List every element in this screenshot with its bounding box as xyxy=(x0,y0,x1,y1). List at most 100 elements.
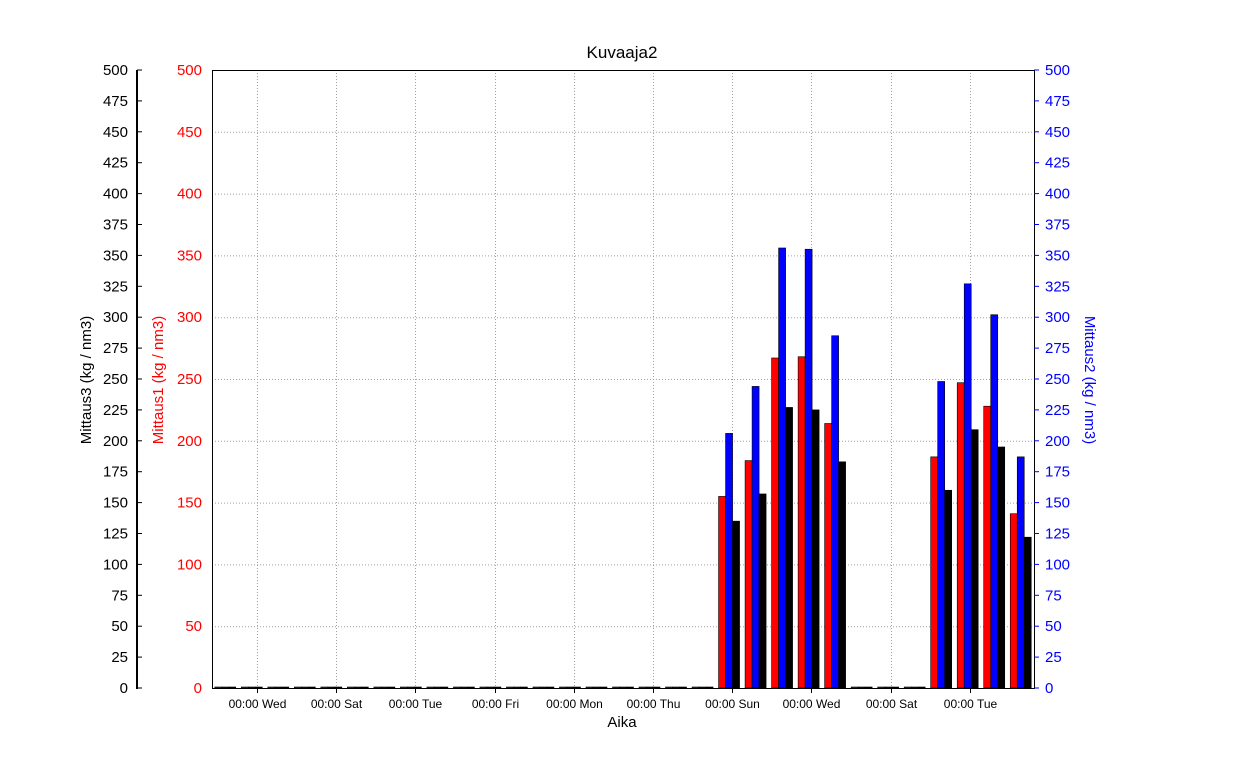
bar xyxy=(400,686,408,689)
bar xyxy=(433,686,442,689)
bar xyxy=(513,686,521,689)
bar xyxy=(626,686,634,689)
bar xyxy=(990,314,999,689)
bar xyxy=(453,686,461,689)
left-outer-tick-label: 425 xyxy=(103,155,128,172)
right-tick-label: 125 xyxy=(1045,526,1070,543)
right-axis-label: Mittaus2 (kg / nm3) xyxy=(1081,316,1098,444)
bar xyxy=(997,446,1006,689)
left-inner-tick-label: 50 xyxy=(185,618,202,635)
bar xyxy=(585,686,594,689)
bar xyxy=(387,686,396,689)
bar xyxy=(532,686,541,689)
chart-title: Kuvaaja2 xyxy=(587,43,658,62)
x-tick-label: 00:00 Wed xyxy=(783,697,841,711)
left-outer-tick-label: 375 xyxy=(103,217,128,234)
bar xyxy=(467,686,475,689)
bar xyxy=(797,356,806,689)
left-outer-tick-label: 450 xyxy=(103,124,128,141)
bar xyxy=(566,686,574,689)
right-tick-label: 475 xyxy=(1045,93,1070,110)
left-outer-tick-label: 0 xyxy=(120,680,128,697)
right-tick-label: 425 xyxy=(1045,155,1070,172)
bar xyxy=(917,686,926,689)
right-tick-label: 275 xyxy=(1045,340,1070,357)
left-outer-tick-label: 500 xyxy=(103,62,128,79)
bar xyxy=(327,686,336,689)
bar xyxy=(983,405,992,689)
left-outer-tick-label: 225 xyxy=(103,402,128,419)
bar xyxy=(573,686,581,689)
bar xyxy=(857,686,866,689)
bar xyxy=(221,686,230,689)
bar xyxy=(638,686,647,689)
right-tick-label: 175 xyxy=(1045,464,1070,481)
bar xyxy=(884,686,892,689)
bar xyxy=(619,686,627,689)
bar xyxy=(539,686,548,689)
left-outer-tick-label: 200 xyxy=(103,433,128,450)
bar xyxy=(910,686,919,689)
left-outer-tick-label: 125 xyxy=(103,526,128,543)
bar xyxy=(891,686,899,689)
x-tick-label: 00:00 Thu xyxy=(627,697,681,711)
bar xyxy=(705,686,714,689)
bar xyxy=(414,686,422,689)
right-tick-label: 225 xyxy=(1045,402,1070,419)
bar xyxy=(1016,456,1025,689)
bar xyxy=(486,686,495,689)
left-outer-tick-label: 150 xyxy=(103,495,128,512)
bar xyxy=(460,686,468,689)
bar xyxy=(267,686,276,689)
bar xyxy=(301,686,309,689)
bar xyxy=(785,407,793,689)
bar xyxy=(334,686,343,689)
bar xyxy=(347,686,355,689)
left-inner-tick-label: 0 xyxy=(194,680,202,697)
x-tick-label: 00:00 Tue xyxy=(944,697,998,711)
bar xyxy=(308,686,316,689)
bar xyxy=(850,686,859,689)
left-outer-tick-label: 475 xyxy=(103,93,128,110)
bar xyxy=(559,686,567,689)
bar xyxy=(214,686,223,689)
right-tick-label: 375 xyxy=(1045,217,1070,234)
x-tick-label: 00:00 Tue xyxy=(389,697,443,711)
bar xyxy=(970,429,979,689)
x-tick-label: 00:00 Sat xyxy=(866,697,918,711)
bar xyxy=(751,386,760,689)
left-outer-tick-label: 275 xyxy=(103,340,128,357)
left-inner-tick-label: 500 xyxy=(177,62,202,79)
x-tick-label: 00:00 Mon xyxy=(546,697,603,711)
bar xyxy=(877,686,885,689)
bar xyxy=(440,686,449,689)
right-tick-label: 75 xyxy=(1045,587,1062,604)
left-inner-tick-label: 250 xyxy=(177,371,202,388)
bar xyxy=(930,456,938,689)
left-outer-tick-label: 175 xyxy=(103,464,128,481)
bar xyxy=(672,686,680,689)
bar xyxy=(1009,513,1018,689)
right-tick-label: 25 xyxy=(1045,649,1062,666)
bar xyxy=(361,686,369,689)
bar xyxy=(380,686,389,689)
right-tick-label: 350 xyxy=(1045,247,1070,264)
right-tick-label: 400 xyxy=(1045,186,1070,203)
x-tick-label: 00:00 Sat xyxy=(311,697,363,711)
bar xyxy=(247,686,256,689)
right-tick-label: 150 xyxy=(1045,495,1070,512)
bar xyxy=(691,686,700,689)
axes xyxy=(136,69,1039,693)
bar xyxy=(407,686,415,689)
bar xyxy=(956,382,965,689)
left-inner-tick-label: 200 xyxy=(177,433,202,450)
bar xyxy=(320,686,329,689)
right-tick-label: 300 xyxy=(1045,309,1070,326)
left-inner-tick-label: 150 xyxy=(177,495,202,512)
bars xyxy=(214,247,1032,689)
grid xyxy=(212,70,1034,689)
x-tick-label: 00:00 Sun xyxy=(705,697,760,711)
bar xyxy=(698,686,707,689)
right-tick-label: 450 xyxy=(1045,124,1070,141)
